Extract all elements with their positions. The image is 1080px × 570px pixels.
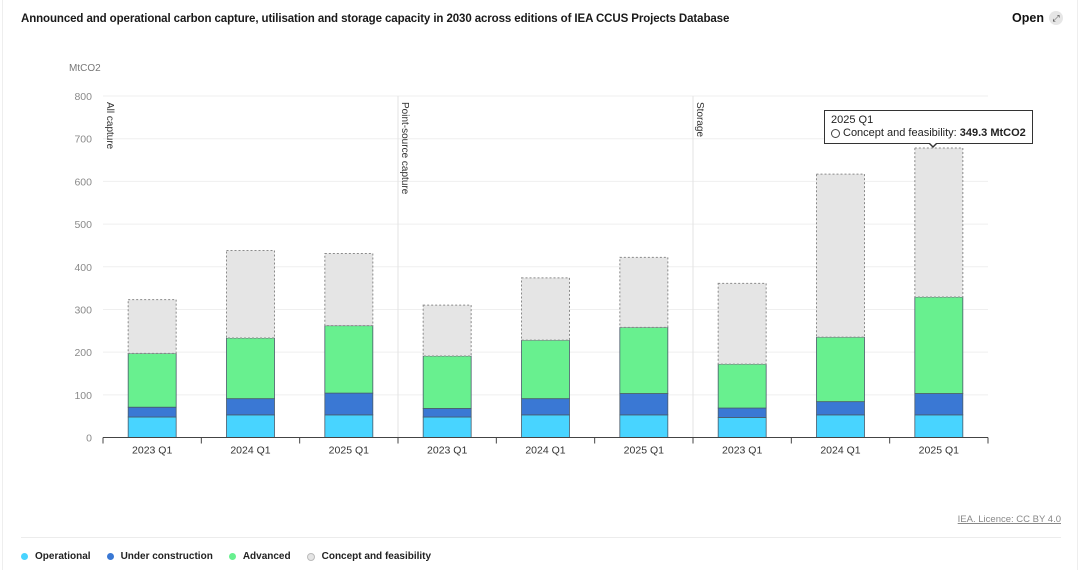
x-tick-label: 2025 Q1 xyxy=(329,445,369,457)
x-tick-label: 2023 Q1 xyxy=(427,445,467,457)
expand-icon: ⤢ xyxy=(1049,11,1063,25)
x-tick-label: 2024 Q1 xyxy=(525,445,565,457)
bar-segment-under-construction xyxy=(226,398,275,416)
bar-stack xyxy=(422,304,472,438)
x-tick-label: 2025 Q1 xyxy=(919,445,959,457)
bars xyxy=(127,147,964,438)
bar-stack xyxy=(914,147,964,438)
group-label: Storage xyxy=(694,102,705,137)
bar-segment-advanced xyxy=(521,339,570,400)
x-tick-label: 2024 Q1 xyxy=(820,445,860,457)
bar-segment-under-construction xyxy=(717,407,767,418)
open-label: Open xyxy=(1012,11,1044,25)
x-tick-label: 2023 Q1 xyxy=(132,445,172,457)
bar-stack xyxy=(816,173,865,438)
bar-segment-operational xyxy=(324,414,374,438)
y-axis-ticks: 0 100 200 300 400 500 600 700 800 xyxy=(74,91,92,445)
bar-segment-under-construction xyxy=(521,398,570,416)
legend-dot-icon xyxy=(21,553,28,560)
y-tick-label: 300 xyxy=(74,304,92,316)
group-label: Point-source capture xyxy=(399,102,410,195)
group-label: All capture xyxy=(104,102,115,150)
x-axis: 2023 Q1 2024 Q1 2025 Q1 2023 Q1 2024 Q1 2025 … xyxy=(102,437,989,457)
bar-stack xyxy=(521,277,570,438)
x-tick-label: 2024 Q1 xyxy=(230,445,270,457)
bar-segment-concept-and-feasibility xyxy=(226,250,275,339)
bar-segment-under-construction xyxy=(914,393,964,416)
bar-segment-operational xyxy=(816,414,865,438)
bar-stack xyxy=(619,256,669,438)
bar-segment-operational xyxy=(127,416,177,438)
bar-segment-advanced xyxy=(226,337,275,400)
legend-dot-icon xyxy=(106,553,114,560)
y-tick-label: 0 xyxy=(86,433,92,445)
bar-stack xyxy=(717,282,767,438)
bar-segment-concept-and-feasibility xyxy=(422,304,472,357)
bar-segment-operational xyxy=(914,414,964,438)
tooltip-arrow-inner xyxy=(929,142,937,146)
y-tick-label: 100 xyxy=(74,390,92,402)
y-tick-label: 200 xyxy=(74,347,92,359)
bar-stack xyxy=(324,253,374,438)
bar-segment-concept-and-feasibility xyxy=(619,256,669,328)
legend-dot-icon xyxy=(228,553,236,560)
bar-segment-advanced xyxy=(619,326,669,394)
group-separators: All capture Point-source capture Storage xyxy=(104,96,705,438)
bar-segment-concept-and-feasibility xyxy=(521,277,570,341)
bar-segment-advanced xyxy=(324,325,374,394)
legend-item-under-construction[interactable]: Under construction xyxy=(106,551,213,562)
bar-segment-operational xyxy=(521,414,570,438)
chart-plot: MtCO2 0 100 200 300 400 500 600 700 800 All capt… xyxy=(69,63,989,457)
bar-segment-advanced xyxy=(816,336,865,403)
bar-segment-concept-and-feasibility xyxy=(127,299,177,354)
legend-item-concept-feasibility[interactable]: Concept and feasibility xyxy=(306,551,432,562)
bar-segment-advanced xyxy=(422,355,472,409)
tooltip-category: 2025 Q1 xyxy=(831,114,874,126)
bar-segment-under-construction xyxy=(422,408,472,418)
legend-item-operational[interactable]: Operational xyxy=(21,551,91,562)
bar-segment-under-construction xyxy=(127,406,177,418)
bar-segment-concept-and-feasibility xyxy=(324,253,374,327)
legend-label: Concept and feasibility xyxy=(321,551,432,562)
bar-segment-operational xyxy=(422,416,472,438)
bar-segment-advanced xyxy=(717,363,767,409)
bar-segment-advanced xyxy=(127,353,177,408)
tooltip-row: Concept and feasibility: 349.3 MtCO2 xyxy=(831,127,1026,140)
bar-segment-concept-and-feasibility xyxy=(717,282,767,365)
divider xyxy=(21,537,1061,538)
bar-segment-operational xyxy=(226,414,275,438)
x-tick-label: 2023 Q1 xyxy=(722,445,762,457)
tooltip-series-marker-icon xyxy=(831,129,840,138)
legend-dot-icon xyxy=(306,552,315,561)
chart-title: Announced and operational carbon capture… xyxy=(21,13,730,25)
legend: Operational Under construction Advanced … xyxy=(21,551,431,562)
bar-stack xyxy=(226,250,275,438)
bar-segment-operational xyxy=(619,414,669,438)
legend-label: Operational xyxy=(35,551,91,562)
bar-segment-advanced xyxy=(914,296,964,394)
source-link[interactable]: IEA. Licence: CC BY 4.0 xyxy=(957,514,1061,525)
tooltip: 2025 Q1 Concept and feasibility: 349.3 M… xyxy=(824,110,1033,144)
bar-segment-concept-and-feasibility xyxy=(816,173,865,338)
y-tick-label: 700 xyxy=(74,134,92,146)
y-tick-label: 500 xyxy=(74,219,92,231)
legend-item-advanced[interactable]: Advanced xyxy=(228,551,291,562)
bar-stack xyxy=(127,299,177,438)
y-tick-label: 600 xyxy=(74,176,92,188)
tooltip-series: Concept and feasibility: xyxy=(843,127,957,139)
bar-segment-under-construction xyxy=(816,401,865,416)
y-tick-label: 400 xyxy=(74,262,92,274)
legend-label: Advanced xyxy=(242,551,291,562)
bar-segment-operational xyxy=(717,417,767,438)
y-axis-unit: MtCO2 xyxy=(69,63,101,74)
legend-label: Under construction xyxy=(120,551,213,562)
bar-segment-under-construction xyxy=(619,393,669,416)
y-tick-label: 800 xyxy=(74,91,92,103)
open-button[interactable]: Open ⤢ xyxy=(1012,11,1063,25)
bar-segment-concept-and-feasibility xyxy=(914,147,964,298)
x-tick-label: 2025 Q1 xyxy=(624,445,664,457)
tooltip-value: 349.3 MtCO2 xyxy=(959,127,1026,139)
bar-segment-under-construction xyxy=(324,392,374,416)
